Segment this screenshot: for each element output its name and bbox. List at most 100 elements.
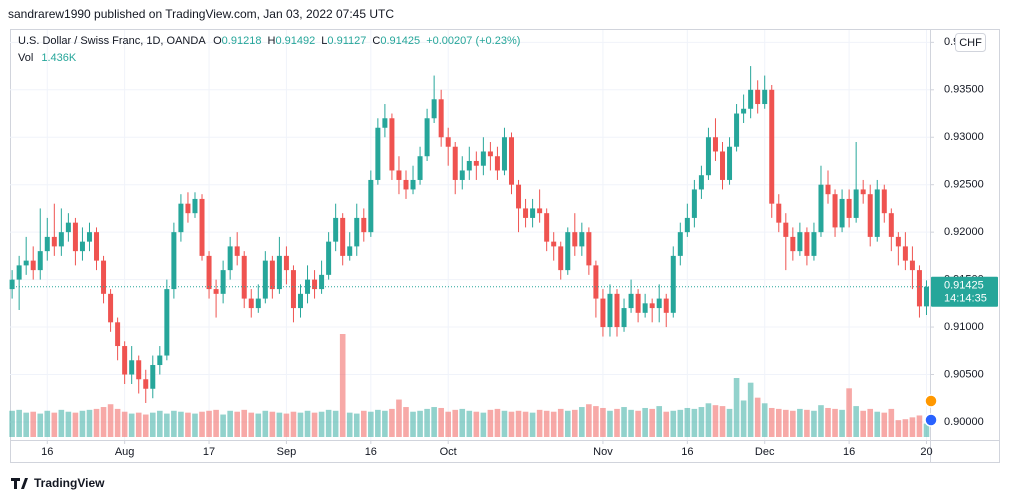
volume-bar [149, 412, 156, 437]
candle-body [874, 189, 880, 237]
volume-bar [494, 408, 501, 437]
candle-body [712, 137, 718, 152]
footer-brand: TradingView [34, 476, 105, 490]
candle-body [572, 232, 578, 247]
candle-body [888, 213, 894, 237]
volume-bar [501, 410, 508, 437]
candle-body [347, 246, 353, 256]
volume-bar [804, 409, 810, 437]
candle-body [37, 251, 43, 271]
currency-box [955, 33, 986, 52]
candle-body [136, 360, 142, 380]
candle-body [157, 355, 163, 366]
candle-body [537, 208, 543, 214]
volume-bar [775, 408, 782, 437]
x-tick-label: 16 [843, 446, 855, 458]
x-tick-label: 16 [365, 446, 377, 458]
volume-bar [600, 407, 606, 437]
candle-body [361, 217, 367, 233]
volume-bar [536, 409, 543, 437]
volume-bar [185, 412, 191, 437]
volume-bar [726, 408, 733, 437]
volume-bar [262, 410, 269, 437]
candle-body [783, 222, 789, 237]
candle-body [579, 232, 585, 247]
volume-bar [797, 408, 803, 437]
volume-bar [783, 409, 789, 437]
volume-bar [353, 413, 360, 437]
candle-body [846, 198, 852, 218]
ohlc-label: L [321, 35, 328, 47]
publish-info: sandrarew1990 published on TradingView.c… [8, 7, 395, 21]
candle-body [558, 246, 564, 271]
candle-body [530, 208, 536, 218]
candle-body [297, 293, 303, 309]
axes: 0.900000.905000.910000.915000.920000.925… [41, 36, 998, 458]
volume-bar [107, 404, 114, 437]
volume-bar [16, 409, 22, 437]
candle-body [663, 298, 669, 313]
volume-bar [916, 415, 923, 437]
x-tick-label: 20 [920, 446, 932, 458]
volume-bar [656, 406, 663, 437]
candle-body [649, 303, 655, 309]
candle-body [185, 203, 191, 214]
volume-bar [733, 378, 740, 437]
volume-bar [311, 412, 318, 437]
volume-bar [171, 410, 177, 437]
candle-body [516, 184, 522, 209]
volume-bar [466, 410, 473, 437]
volume-bar [761, 403, 768, 437]
volume-bar [241, 409, 248, 437]
candle-body [410, 179, 416, 190]
candle-body [916, 270, 922, 307]
candle-body [881, 189, 887, 214]
x-tick-label: Aug [115, 446, 135, 458]
ohlc-value: 0.91492 [275, 35, 316, 47]
event-icon[interactable] [924, 394, 938, 408]
candle-body [508, 137, 514, 185]
currency-button[interactable]: CHF [955, 33, 986, 52]
candle-body [551, 241, 557, 247]
candle-body [755, 89, 761, 105]
ohlc-label: H [267, 35, 276, 47]
volume-bar [621, 407, 627, 437]
volume-legend: Vol 1.436K [18, 52, 76, 64]
volume-title: Vol [18, 52, 34, 64]
candle-body [642, 303, 648, 313]
event-icon[interactable] [924, 413, 938, 427]
candle-body [319, 274, 325, 290]
volume-bar [445, 411, 451, 437]
candle-body [122, 346, 128, 375]
candle-body [150, 365, 156, 389]
candle-body [283, 255, 289, 271]
volume-bar [719, 406, 726, 437]
candle-body [220, 270, 226, 294]
candle-body [199, 198, 205, 256]
x-tick-label: Dec [755, 446, 775, 458]
y-tick-label: 0.91000 [944, 321, 984, 333]
volume-bar [593, 406, 599, 437]
volume-bar [649, 408, 655, 437]
volume-bar [754, 397, 761, 437]
volume-bar [677, 409, 684, 437]
candle-body [705, 137, 711, 176]
candle-body [143, 379, 149, 389]
candle-body [473, 160, 479, 166]
candle-body [72, 222, 78, 252]
candle-body [853, 189, 859, 218]
candle-body [445, 137, 451, 147]
volume-bar [220, 414, 226, 437]
volume-bar [192, 413, 198, 437]
volume-bar [522, 411, 529, 437]
candle-body [909, 260, 915, 271]
volume-bar [747, 382, 754, 437]
candle-body [94, 232, 100, 261]
volume-bar [164, 413, 170, 437]
candle-body [635, 293, 641, 313]
volume-bar [135, 412, 142, 437]
volume-bar [768, 407, 775, 437]
last-price-label: 0.91425 [944, 280, 984, 292]
candle-body [839, 198, 845, 228]
